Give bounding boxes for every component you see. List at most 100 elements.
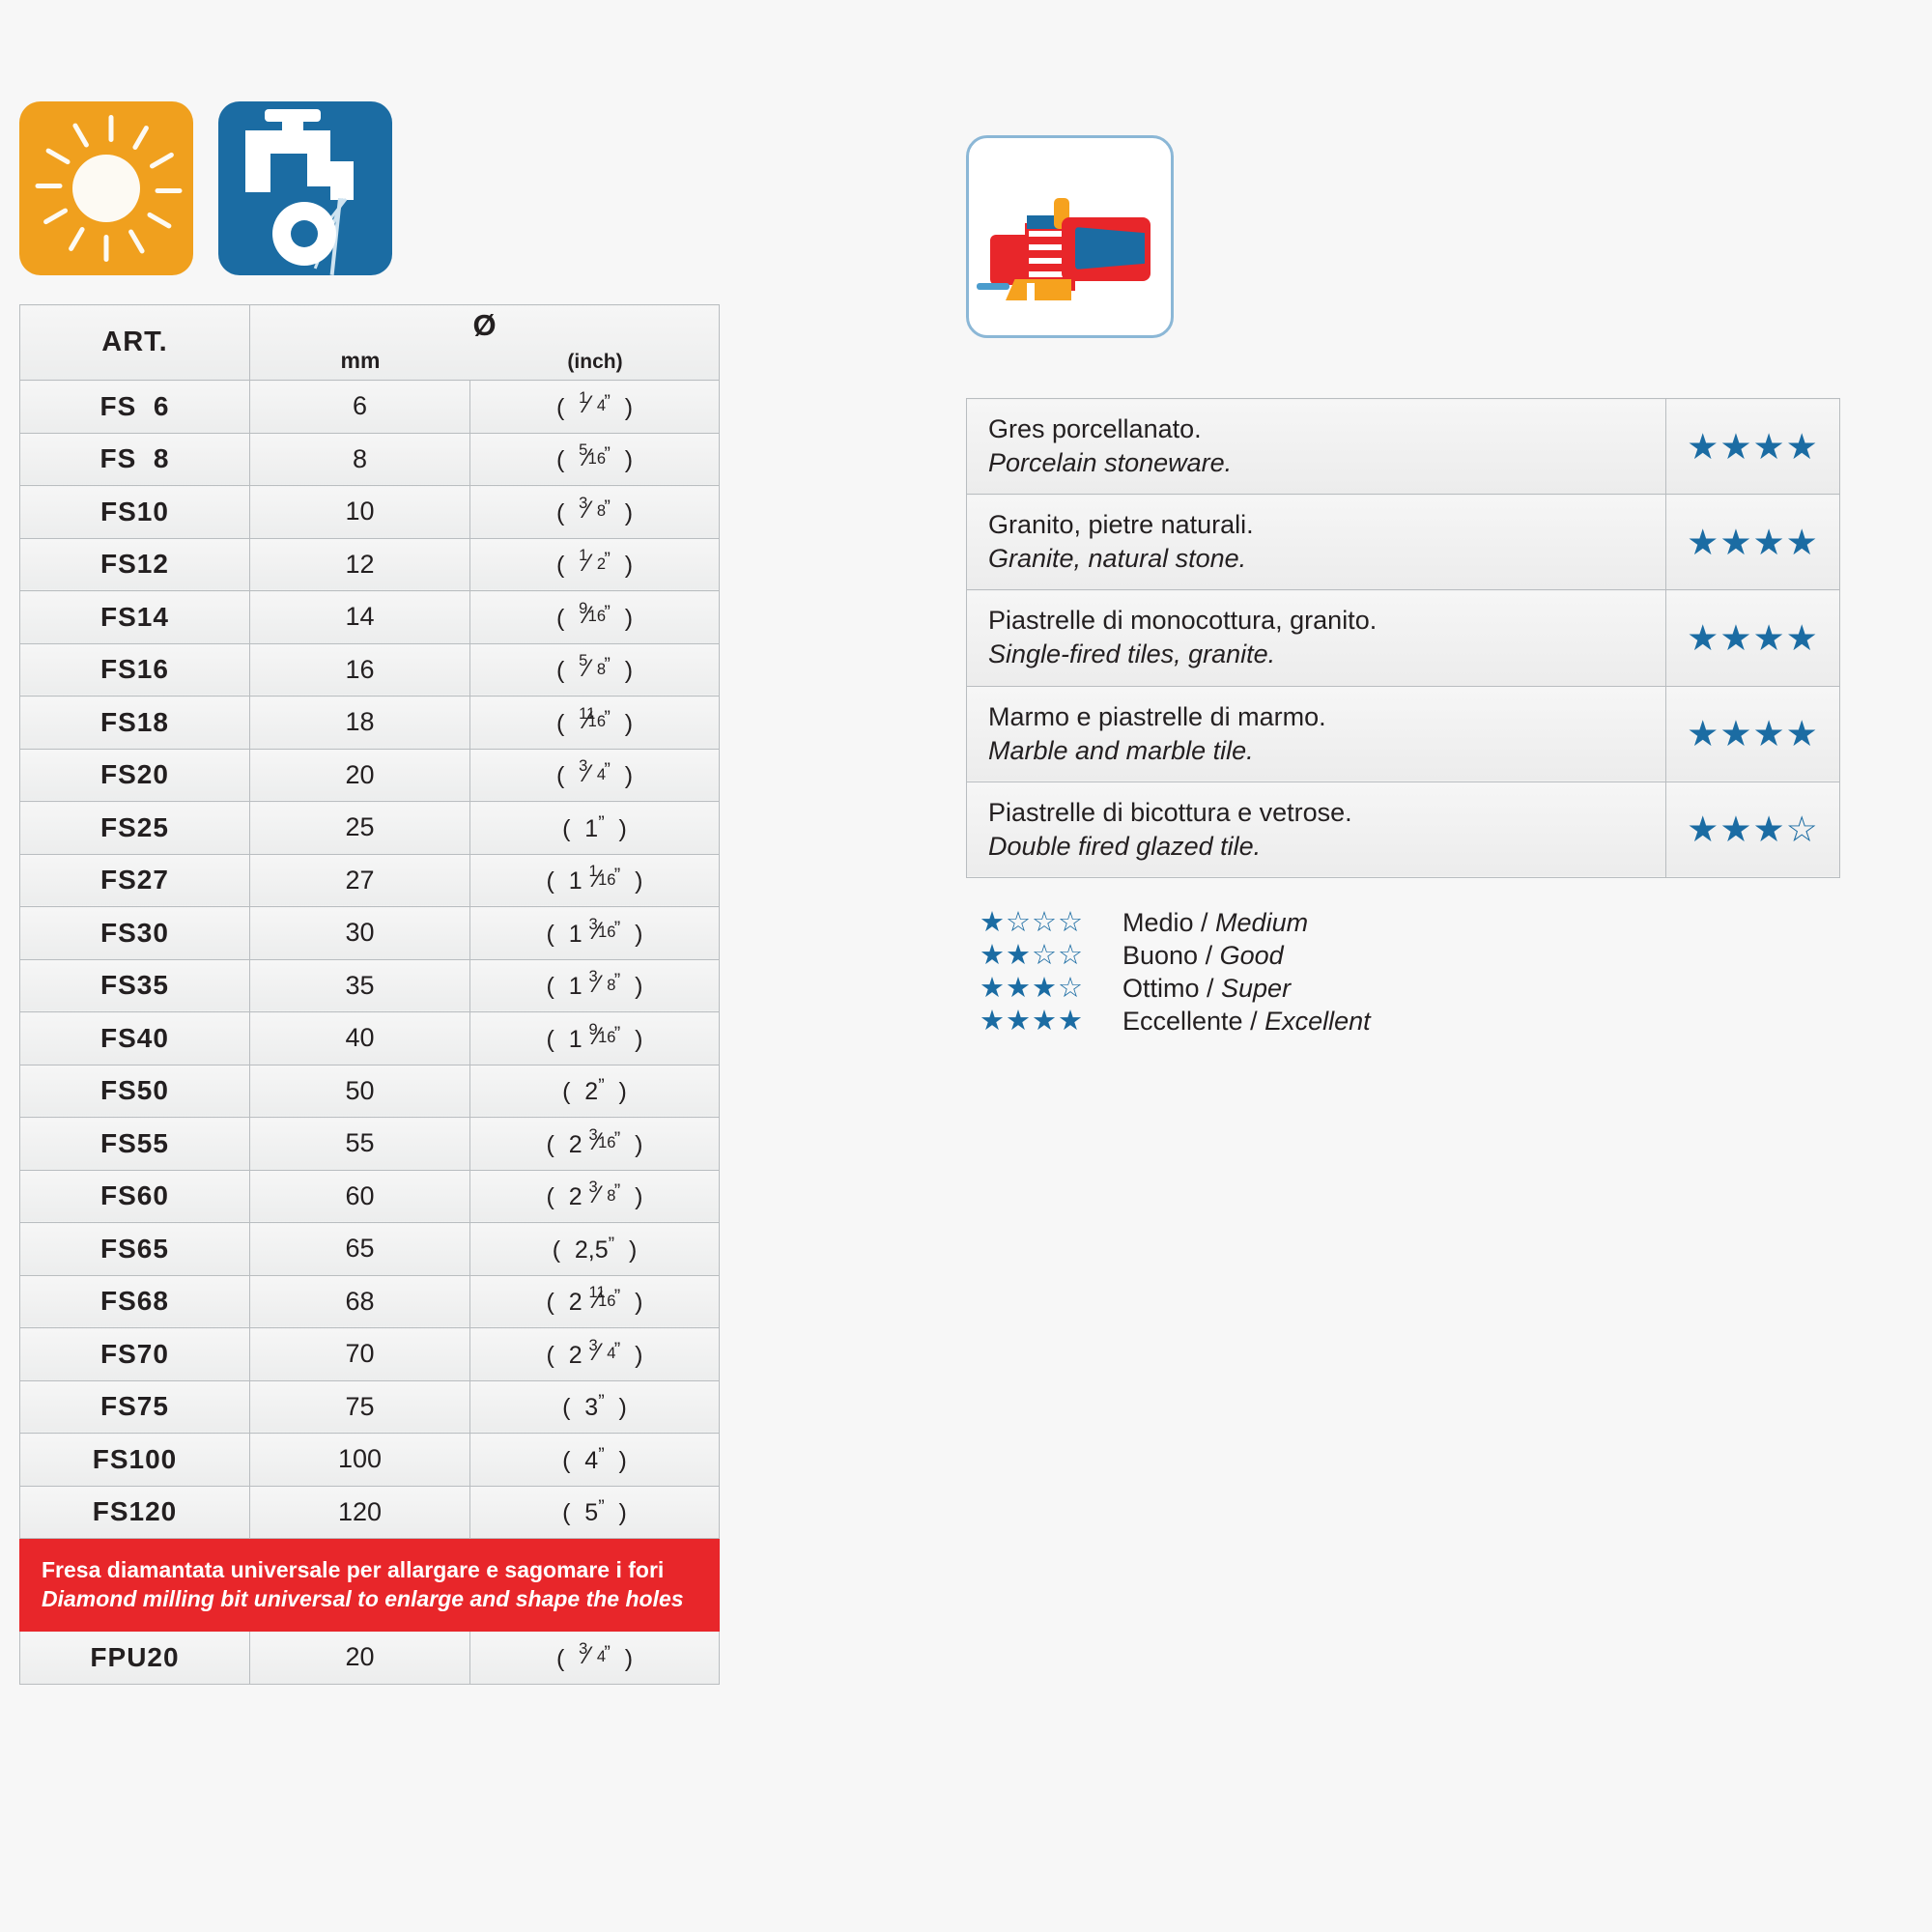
material-english: Porcelain stoneware. bbox=[988, 448, 1233, 478]
sun-ray-icon bbox=[44, 147, 71, 165]
cell-inch: (2 11 ⁄ 16”) bbox=[469, 1274, 720, 1328]
table-row: FS35 35(1 3 ⁄ 8”) bbox=[19, 958, 720, 1012]
cell-mm: 60 bbox=[249, 1169, 470, 1223]
table-row: FS10 10(3 ⁄ 8”) bbox=[19, 485, 720, 539]
legend-label: Medio / Medium bbox=[1122, 907, 1309, 937]
cell-mm: 25 bbox=[249, 801, 470, 855]
sun-ray-icon bbox=[128, 228, 146, 255]
table-row: FS75 75(3”) bbox=[19, 1379, 720, 1434]
material-english: Granite, natural stone. bbox=[988, 544, 1247, 574]
material-label: Piastrelle di monocottura, granito. Singl… bbox=[966, 589, 1666, 687]
sun-ray-icon bbox=[155, 188, 183, 193]
cell-article: FS25 bbox=[19, 801, 250, 855]
sun-ray-icon bbox=[68, 226, 86, 252]
material-italian: Piastrelle di bicottura e vetrose. bbox=[988, 797, 1352, 827]
cell-mm: 70 bbox=[249, 1327, 470, 1381]
header-art: ART. bbox=[19, 304, 250, 381]
material-rating-stars: ★★★☆ bbox=[1665, 781, 1840, 878]
cell-mm: 65 bbox=[249, 1222, 470, 1276]
cell-article: FS55 bbox=[19, 1117, 250, 1171]
cell-inch: (1 1 ⁄ 16”) bbox=[469, 853, 720, 907]
table-row: FS 8 8(5 ⁄ 16”) bbox=[19, 432, 720, 486]
table-header-row: ART. Ø mm (inch) bbox=[19, 304, 720, 381]
cell-inch: (2 3 ⁄ 4”) bbox=[469, 1327, 720, 1381]
sun-ray-icon bbox=[71, 122, 90, 149]
cell-inch: (9 ⁄ 16”) bbox=[469, 590, 720, 644]
legend-row: ★★★★ Eccellente / Excellent bbox=[980, 1004, 1840, 1037]
cell-article: FS68 bbox=[19, 1274, 250, 1328]
sun-ray-icon bbox=[43, 207, 69, 225]
cell-mm: 8 bbox=[249, 432, 470, 486]
cell-mm: 14 bbox=[249, 590, 470, 644]
cell-inch: (3 ⁄ 8”) bbox=[469, 485, 720, 539]
cell-article: FS120 bbox=[19, 1485, 250, 1539]
cell-mm: 50 bbox=[249, 1064, 470, 1118]
legend-stars: ★★★☆ bbox=[980, 972, 1084, 1004]
cell-inch: (1 3 ⁄ 8”) bbox=[469, 958, 720, 1012]
cell-inch: (1”) bbox=[469, 801, 720, 855]
cell-inch: (2”) bbox=[469, 1064, 720, 1118]
table-row: FS40 40(1 9 ⁄ 16”) bbox=[19, 1011, 720, 1065]
table-row: FS120 120(5”) bbox=[19, 1485, 720, 1539]
table-row: FS25 25(1”) bbox=[19, 801, 720, 855]
cell-article: FS20 bbox=[19, 748, 250, 802]
table-row: FS68 68(2 11 ⁄ 16”) bbox=[19, 1274, 720, 1328]
cell-inch: (3 ⁄ 4”) bbox=[469, 1631, 720, 1685]
cell-article: FS40 bbox=[19, 1011, 250, 1065]
banner-text-italian: Fresa diamantata universale per allargar… bbox=[42, 1557, 665, 1583]
cell-inch: (2,5”) bbox=[469, 1222, 720, 1276]
cell-article: FS16 bbox=[19, 642, 250, 696]
material-rating-table: Gres porcellanato. Porcelain stoneware. ★★… bbox=[966, 397, 1840, 878]
cell-article: FS10 bbox=[19, 485, 250, 539]
table-row: FS65 65(2,5”) bbox=[19, 1222, 720, 1276]
cell-inch: (2 3 ⁄ 8”) bbox=[469, 1169, 720, 1223]
cell-mm: 35 bbox=[249, 958, 470, 1012]
table-row: FS14 14(9 ⁄ 16”) bbox=[19, 590, 720, 644]
material-italian: Piastrelle di monocottura, granito. bbox=[988, 606, 1378, 636]
cell-inch: (1 3 ⁄ 16”) bbox=[469, 906, 720, 960]
cell-inch: (3”) bbox=[469, 1379, 720, 1434]
cell-article: FPU20 bbox=[19, 1631, 250, 1685]
legend-label: Buono / Good bbox=[1122, 940, 1284, 970]
table-row: FS 6 6(1 ⁄ 4”) bbox=[19, 380, 720, 434]
cell-inch: (1 ⁄ 4”) bbox=[469, 380, 720, 434]
cell-inch: (11 ⁄ 16”) bbox=[469, 696, 720, 750]
table-row: FS50 50(2”) bbox=[19, 1064, 720, 1118]
legend-row: ★★★☆ Ottimo / Super bbox=[980, 971, 1840, 1004]
cell-article: FS60 bbox=[19, 1169, 250, 1223]
cell-mm: 75 bbox=[249, 1379, 470, 1434]
material-italian: Granito, pietre naturali. bbox=[988, 510, 1254, 540]
sun-ray-icon bbox=[108, 115, 114, 142]
material-rating-stars: ★★★★ bbox=[1665, 397, 1840, 496]
cell-inch: (5”) bbox=[469, 1485, 720, 1539]
cell-article: FS65 bbox=[19, 1222, 250, 1276]
sun-ray-icon bbox=[103, 235, 109, 262]
legend-stars: ★★★★ bbox=[980, 1005, 1084, 1037]
material-row: Gres porcellanato. Porcelain stoneware. ★★… bbox=[966, 397, 1840, 496]
table-row: FS70 70(2 3 ⁄ 4”) bbox=[19, 1327, 720, 1381]
legend-stars: ★☆☆☆ bbox=[980, 906, 1084, 938]
application-icons bbox=[19, 101, 720, 304]
material-italian: Marmo e piastrelle di marmo. bbox=[988, 701, 1326, 731]
table-row: FS55 55(2 3 ⁄ 16”) bbox=[19, 1117, 720, 1171]
material-rating-stars: ★★★★ bbox=[1665, 494, 1840, 591]
wet-cutting-icon bbox=[218, 101, 392, 275]
cell-article: FS 6 bbox=[19, 380, 250, 434]
cell-mm: 20 bbox=[249, 1631, 470, 1685]
table-row-fpu: FPU20 20(3 ⁄ 4”) bbox=[19, 1631, 720, 1685]
material-label: Marmo e piastrelle di marmo. Marble and m… bbox=[966, 685, 1666, 782]
table-row: FS18 18(11 ⁄ 16”) bbox=[19, 696, 720, 750]
header-diameter: Ø mm (inch) bbox=[249, 304, 720, 381]
cell-inch: (3 ⁄ 4”) bbox=[469, 748, 720, 802]
diameter-symbol: Ø bbox=[472, 307, 497, 342]
cell-mm: 12 bbox=[249, 537, 470, 591]
material-row: Marmo e piastrelle di marmo. Marble and m… bbox=[966, 685, 1840, 782]
core-bit-ring bbox=[272, 202, 336, 266]
sun-ray-icon bbox=[149, 152, 175, 170]
table-row: FS20 20(3 ⁄ 4”) bbox=[19, 748, 720, 802]
right-panel: Gres porcellanato. Porcelain stoneware. ★★… bbox=[966, 135, 1840, 1037]
rating-legend: ★☆☆☆ Medio / Medium ★★☆☆ Buono / Good ★★★☆ Ot… bbox=[966, 905, 1840, 1037]
cell-article: FS27 bbox=[19, 853, 250, 907]
banner-text-english: Diamond milling bit universal to enlarge… bbox=[42, 1585, 684, 1611]
